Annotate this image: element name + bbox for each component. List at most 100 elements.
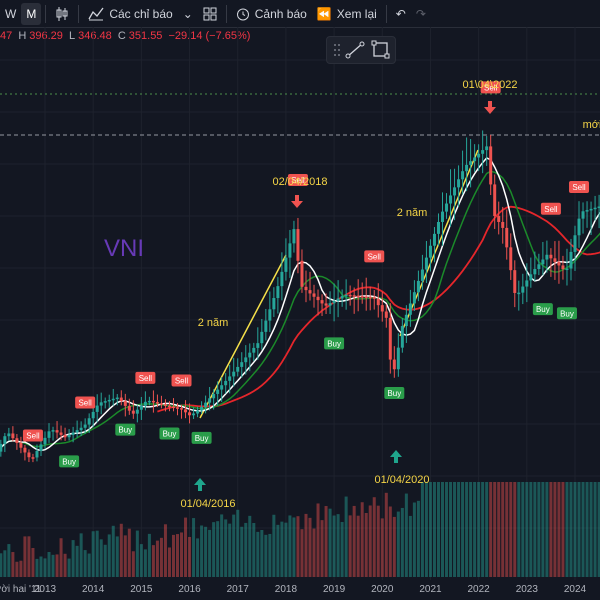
candle-body [521,286,525,293]
candle-body [304,286,308,291]
volume-bar [59,538,63,577]
volume-bar [27,536,31,577]
volume-bar [585,482,589,577]
volume-bar [493,482,497,577]
candle-body [107,399,111,402]
candle-body [392,359,396,370]
candle-body [135,409,139,414]
sell-signal-label: Sell [78,399,92,408]
sell-signal-label: Sell [139,374,153,383]
buy-signal-label: Buy [387,389,401,398]
candle-body [276,286,280,299]
volume-bar [557,482,561,577]
grid-icon [203,7,217,20]
candle-body [115,397,119,400]
volume-bar [79,533,83,577]
candle-body [465,164,469,172]
trend-line-tool-icon[interactable] [345,41,365,59]
buy-signal-label: Buy [536,305,550,314]
candle-body [43,437,47,445]
close-value: 351.55 [128,30,163,42]
volume-bar [529,482,533,577]
candle-body [252,347,256,353]
volume-bar [220,514,224,577]
candle-body [31,457,35,459]
x-tick-label: 2021 [419,584,442,595]
undo-button[interactable]: ↶ [391,3,411,25]
candle-body [47,431,51,438]
candle-body [188,412,192,416]
candle-body [585,210,589,212]
alerts-label: Cảnh báo [254,6,307,21]
candle-body [328,303,332,306]
candle-body [260,331,264,344]
candle-type-button[interactable] [50,3,74,25]
indicators-button[interactable]: Các chỉ báo [83,3,177,25]
volume-bar [356,515,360,577]
candle-body [139,405,143,410]
interval-week-button[interactable]: W [5,6,17,21]
drag-handle-icon[interactable] [334,44,340,56]
trend-lines[interactable] [199,149,479,419]
candle-body [529,274,533,281]
candle-body [228,376,232,381]
volume-bar [224,519,228,577]
close-key: C [117,30,126,42]
indicators-dropdown-button[interactable]: ⌄ [178,3,198,25]
volume-bar [469,482,473,577]
candle-body [505,227,509,248]
candle-body [151,400,155,403]
volume-bar [400,507,404,577]
trend-line[interactable] [199,254,287,419]
candle-body [224,380,228,386]
volume-bar [95,530,99,577]
candle-body [445,203,449,212]
candle-body [436,221,440,234]
candle-body [449,195,453,204]
buy-signal-label: Buy [327,339,341,348]
candle-body [432,233,436,246]
rectangle-tool-icon[interactable] [371,40,390,59]
candle-body [176,407,179,409]
volume-bar [408,515,412,577]
volume-bar [477,482,481,577]
volume-bar [320,520,324,577]
candle-body [360,296,364,298]
alerts-button[interactable]: Cảnh báo [231,3,312,25]
volume-bar [380,518,384,577]
candle-body [457,179,461,188]
volume-bar [180,532,184,577]
candle-body [216,389,220,394]
replay-button[interactable]: ⏪ Xem lại [312,3,382,25]
volume-bar [176,534,179,577]
volume-bar [364,512,368,577]
volume-bar [135,530,139,577]
volume-bar [453,482,457,577]
volume-bar [537,482,541,577]
trend-line[interactable] [399,149,479,337]
candle-body [167,405,171,408]
replay-label: Xem lại [336,6,377,21]
buy-signal-label: Buy [118,426,132,435]
candle-body [91,411,95,419]
volume-bar [260,529,264,577]
volume-bar [513,482,517,577]
volume-bar [83,550,87,577]
volume-bar [465,482,469,577]
volume-bar [55,554,59,577]
layouts-button[interactable] [198,3,222,25]
volume-bar [91,531,95,577]
candle-body [400,326,404,348]
candle-body [416,280,420,293]
volume-panel [0,482,600,577]
volume-bar [99,539,103,577]
redo-button[interactable]: ↷ [411,3,431,25]
buy-signal-label: Buy [560,309,574,318]
volume-bar [119,523,123,577]
volume-bar [445,482,449,577]
volume-bar [569,482,573,577]
interval-month-button[interactable]: M [21,2,42,25]
candle-body [368,296,372,299]
candle-body [501,221,505,228]
